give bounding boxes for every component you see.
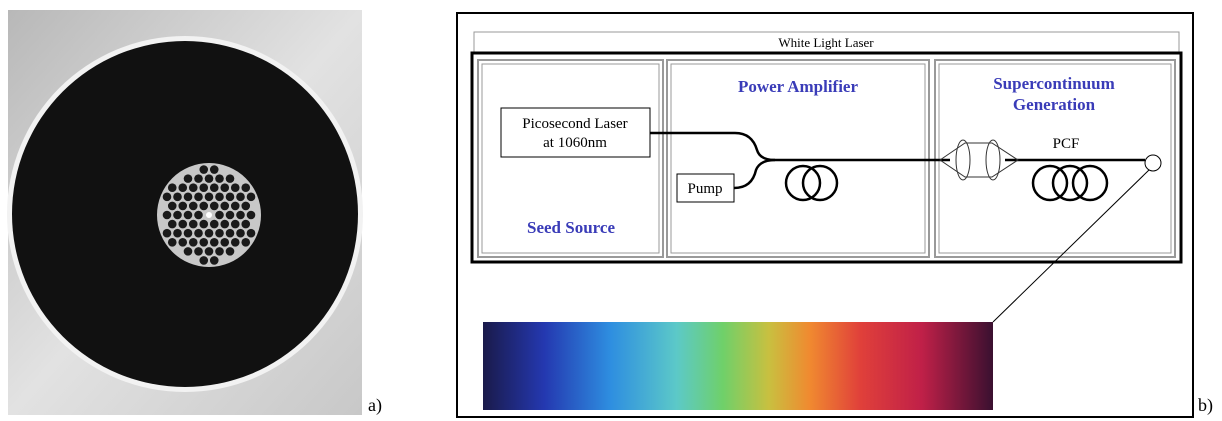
air-hole <box>189 202 198 211</box>
seed-laser-label: Picosecond Laser <box>522 116 627 132</box>
air-hole <box>199 165 208 174</box>
panel-label: a) <box>368 395 382 416</box>
page: a) b) White Light Laser Picosecond Laser… <box>0 0 1222 421</box>
air-hole <box>199 256 208 265</box>
air-hole <box>205 247 214 256</box>
air-hole <box>163 229 172 238</box>
air-hole <box>247 211 256 220</box>
air-hole <box>184 247 193 256</box>
air-hole <box>210 256 219 265</box>
air-hole <box>241 202 250 211</box>
air-hole <box>173 229 182 238</box>
module-caption: Power Amplifier <box>738 77 859 96</box>
air-hole <box>189 183 198 192</box>
air-hole <box>215 211 224 220</box>
air-hole <box>210 220 219 229</box>
air-hole <box>168 220 177 229</box>
air-hole <box>231 202 240 211</box>
air-hole <box>241 238 250 247</box>
air-hole <box>241 183 250 192</box>
air-hole <box>163 211 172 220</box>
pointer-line <box>993 170 1149 322</box>
air-hole <box>226 247 235 256</box>
air-hole <box>173 193 182 202</box>
air-hole <box>168 183 177 192</box>
air-hole <box>194 193 203 202</box>
air-hole <box>194 229 203 238</box>
air-hole <box>220 202 229 211</box>
air-hole <box>178 202 187 211</box>
air-hole <box>205 229 214 238</box>
air-hole <box>210 238 219 247</box>
air-hole <box>210 202 219 211</box>
air-hole <box>199 220 208 229</box>
output-port <box>1145 155 1161 171</box>
air-hole <box>194 247 203 256</box>
air-hole <box>199 183 208 192</box>
air-hole <box>215 193 224 202</box>
air-hole <box>178 183 187 192</box>
figure: a) b) White Light Laser Picosecond Laser… <box>0 0 1222 421</box>
air-hole <box>194 174 203 183</box>
air-hole <box>215 229 224 238</box>
air-hole <box>168 238 177 247</box>
module-caption: Supercontinuum <box>993 74 1115 93</box>
air-hole <box>173 211 182 220</box>
air-hole <box>163 193 172 202</box>
air-hole <box>178 238 187 247</box>
air-hole <box>226 174 235 183</box>
spectrum <box>483 322 993 410</box>
air-hole <box>231 238 240 247</box>
module-caption: Seed Source <box>527 218 615 237</box>
air-hole <box>236 229 245 238</box>
module-caption: Generation <box>1013 95 1096 114</box>
air-hole <box>205 193 214 202</box>
fiber-photo <box>7 10 363 415</box>
pcf-label: PCF <box>1053 136 1080 152</box>
air-hole <box>184 193 193 202</box>
air-hole <box>220 183 229 192</box>
air-hole <box>215 247 224 256</box>
air-hole <box>189 238 198 247</box>
air-hole <box>226 229 235 238</box>
air-hole <box>215 174 224 183</box>
air-hole <box>194 211 203 220</box>
air-hole <box>189 220 198 229</box>
air-hole <box>184 229 193 238</box>
air-hole <box>231 183 240 192</box>
air-hole <box>210 165 219 174</box>
air-hole <box>247 229 256 238</box>
air-hole <box>184 174 193 183</box>
air-hole <box>220 238 229 247</box>
air-hole <box>241 220 250 229</box>
air-hole <box>226 211 235 220</box>
air-hole <box>199 238 208 247</box>
air-hole <box>236 211 245 220</box>
air-hole <box>226 193 235 202</box>
air-hole <box>247 193 256 202</box>
air-hole <box>184 211 193 220</box>
air-hole <box>220 220 229 229</box>
air-hole <box>178 220 187 229</box>
air-hole <box>231 220 240 229</box>
seed-laser-label: at 1060nm <box>543 135 607 151</box>
pump-label: Pump <box>687 181 722 197</box>
air-hole <box>205 174 214 183</box>
panel-label: b) <box>1198 395 1213 416</box>
air-hole <box>168 202 177 211</box>
air-hole <box>236 193 245 202</box>
title: White Light Laser <box>778 35 874 50</box>
air-hole <box>210 183 219 192</box>
air-hole <box>199 202 208 211</box>
